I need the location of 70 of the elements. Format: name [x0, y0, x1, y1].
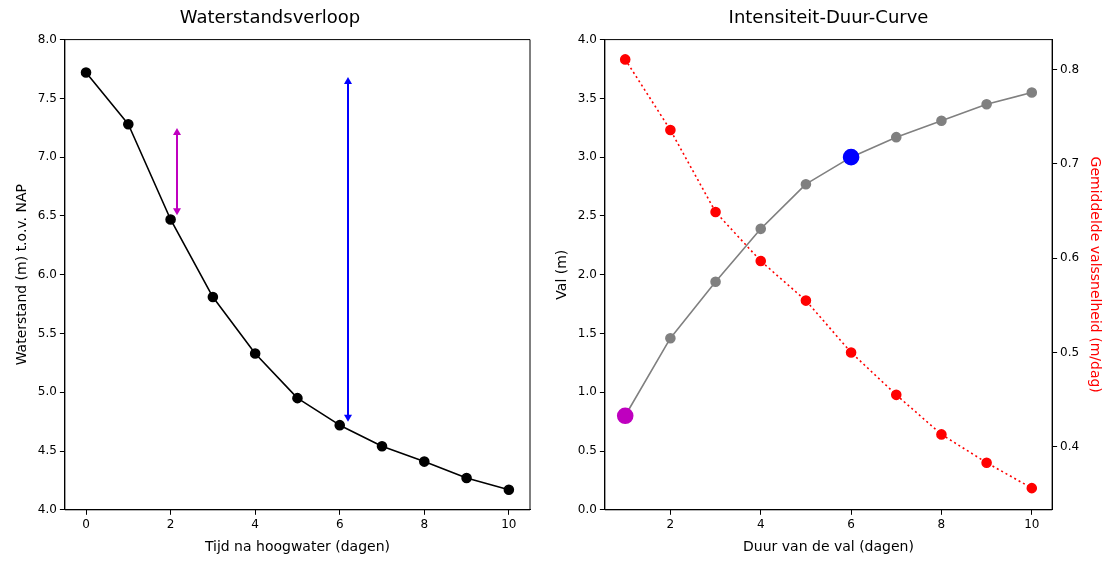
y-tick-label: 2.0	[577, 266, 597, 281]
point	[936, 429, 947, 440]
x-tick-label: 10	[1024, 517, 1040, 532]
y2-tick-label: 0.8	[1060, 61, 1080, 76]
point	[981, 98, 992, 110]
x-tick-label: 2	[666, 517, 675, 532]
y-tick-label: 1.5	[577, 325, 597, 340]
y-tick-label: 0.5	[577, 443, 597, 458]
y-tick-label: 4.5	[37, 443, 57, 458]
point	[800, 295, 812, 306]
x-tick-label: 10	[501, 517, 517, 532]
x-tick-label: 6	[335, 517, 344, 532]
point	[292, 392, 303, 404]
y2-tick-label: 0.7	[1060, 156, 1080, 171]
y2-tick-label: 0.4	[1060, 438, 1080, 453]
y-tick-label: 3.0	[577, 149, 597, 164]
point	[503, 484, 515, 496]
x-axis-title: Tijd na hoogwater (dagen)	[203, 538, 391, 555]
x-tick-label: 2	[166, 517, 175, 532]
point	[207, 291, 219, 303]
point	[249, 348, 261, 359]
y-tick-label: 5.0	[37, 384, 57, 399]
y-tick-label: 5.5	[37, 325, 57, 340]
x-tick-label: 4	[251, 517, 259, 532]
point	[123, 118, 134, 130]
y2-tick-label: 0.5	[1060, 344, 1080, 359]
y-tick-label: 1.0	[577, 384, 597, 399]
y-tick-label: 4.0	[37, 501, 57, 516]
y-tick-label: 6.5	[37, 208, 57, 223]
chart-title: Waterstandsverloop	[179, 6, 361, 28]
point	[890, 131, 902, 143]
point	[755, 255, 767, 267]
y-tick-label: 3.5	[577, 90, 597, 105]
chart-title: Intensiteit-Duur-Curve	[728, 6, 929, 28]
point	[619, 54, 631, 65]
point	[755, 223, 767, 235]
y-tick-label: 7.0	[37, 149, 57, 164]
point	[418, 456, 430, 467]
point	[665, 332, 676, 344]
y-axis-title: Val (m)	[553, 249, 570, 300]
point	[710, 206, 721, 218]
x-tick-label: 8	[420, 517, 429, 532]
point	[376, 441, 388, 452]
x-tick-label: 4	[756, 517, 765, 532]
point	[1026, 87, 1038, 98]
y-tick-label: 8.0	[37, 31, 57, 46]
y-tick-label: 4.0	[577, 31, 597, 46]
point	[800, 178, 812, 190]
y2-tick-label: 0.6	[1060, 250, 1080, 265]
point	[80, 67, 92, 78]
point	[1026, 482, 1038, 494]
x-tick-label: 6	[847, 517, 855, 532]
point	[936, 115, 947, 127]
point	[890, 389, 902, 401]
point	[710, 276, 721, 288]
y-tick-label: 7.5	[37, 90, 57, 105]
y2-axis-title: Gemiddelde valssnelheid (m/dag)	[1087, 156, 1104, 393]
x-tick-label: 8	[937, 517, 946, 532]
y-tick-label: 2.5	[577, 208, 597, 223]
point	[981, 457, 992, 468]
y-tick-label: 0.0	[577, 501, 597, 516]
point	[165, 214, 176, 225]
y-axis-title: Waterstand (m) t.o.v. NAP	[13, 184, 30, 366]
point	[845, 347, 857, 358]
x-tick-label: 0	[82, 517, 90, 532]
point	[334, 419, 346, 431]
x-axis-title: Duur van de val (dagen)	[743, 538, 914, 555]
point	[461, 472, 472, 484]
point	[665, 124, 676, 136]
y-tick-label: 6.0	[37, 266, 57, 281]
